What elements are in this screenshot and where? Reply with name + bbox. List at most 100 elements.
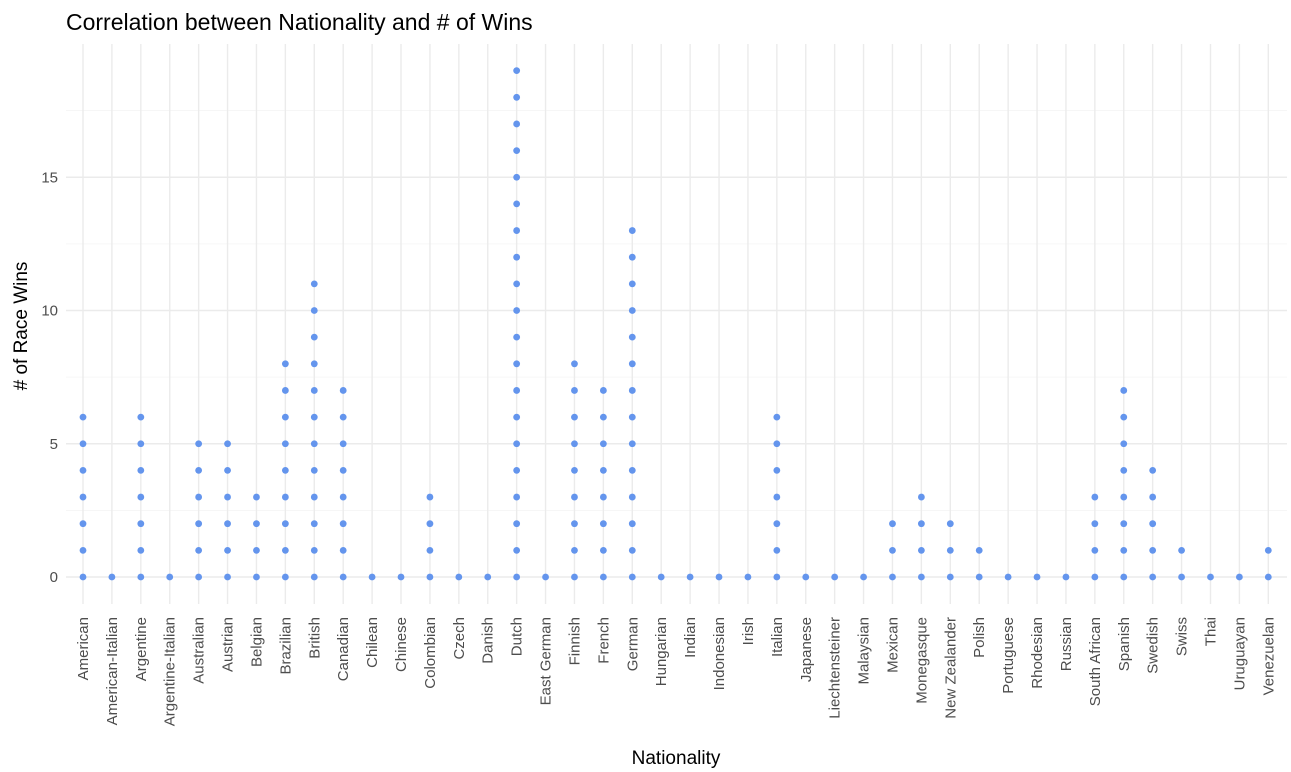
data-point [426,520,434,528]
data-point [310,280,318,288]
data-point [455,573,463,581]
data-point [628,413,636,421]
data-point [917,493,925,501]
data-point [1264,546,1272,554]
data-point [513,200,521,208]
data-point [628,520,636,528]
x-tick-label: Chinese [393,617,410,672]
x-tick-label: Swedish [1145,617,1162,674]
data-point [195,546,203,554]
y-axis-ticks: 0 5 10 15 [41,169,58,586]
data-point [368,573,376,581]
data-point [917,573,925,581]
data-point [571,360,578,368]
x-tick-label: Dutch [509,617,526,656]
data-point [599,440,607,448]
data-point [224,520,231,528]
data-point [281,413,289,421]
data-point [917,520,925,528]
y-axis-title: # of Race Wins [11,262,32,391]
data-point [281,546,289,554]
x-tick-label: Indian [682,617,699,658]
data-point [195,493,203,501]
data-point [773,573,781,581]
data-point [773,493,781,501]
x-tick-label: Belgian [248,617,265,667]
data-point [744,573,752,581]
data-point [310,520,318,528]
x-tick-label: Australian [191,617,208,684]
data-point [715,573,723,581]
x-tick-label: Danish [480,617,497,664]
points-layer [79,67,1272,581]
data-point [599,467,607,474]
x-tick-label: Mexican [884,617,901,673]
data-point [1120,493,1128,501]
data-point [310,467,318,474]
data-point [657,573,665,581]
data-point [484,573,492,581]
data-point [686,573,694,581]
data-point [137,440,145,448]
data-point [513,173,521,181]
data-point [599,520,607,528]
data-point [281,440,289,448]
data-point [571,573,578,581]
x-tick-label: East German [538,617,555,705]
x-tick-label: Canadian [335,617,352,681]
x-tick-label: Rhodesian [1029,617,1046,689]
data-point [513,493,521,501]
data-point [628,573,636,581]
data-point [281,573,289,581]
data-point [599,573,607,581]
data-point [513,93,521,101]
x-tick-label: Austrian [220,617,237,672]
data-point [281,493,289,501]
x-tick-label: Thai [1202,617,1219,646]
data-point [426,546,434,554]
data-point [513,253,521,261]
data-point [773,546,781,554]
x-tick-label: Uruguayan [1231,617,1248,690]
data-point [628,307,636,314]
data-point [79,520,87,528]
data-point [1178,546,1185,554]
data-point [1120,573,1128,581]
data-point [1236,573,1243,581]
x-tick-label: Japanese [798,617,815,682]
data-point [108,573,116,581]
data-point [773,467,781,474]
data-point [137,573,145,581]
data-point [513,387,521,394]
data-point [310,333,318,341]
data-point [628,227,636,234]
data-point [195,520,203,528]
data-point [513,520,521,528]
data-point [831,573,839,581]
y-tick-label: 15 [41,169,58,186]
data-point [599,387,607,394]
data-point [1062,573,1070,581]
data-point [1178,573,1185,581]
data-point [426,573,434,581]
data-point [1091,520,1099,528]
data-point [79,467,87,474]
data-point [571,520,578,528]
data-point [946,546,954,554]
x-tick-label: Portuguese [1000,617,1017,694]
x-tick-label: South African [1087,617,1104,706]
data-point [339,520,347,528]
data-point [426,493,434,501]
grid [66,44,1287,604]
data-point [571,467,578,474]
data-point [975,546,983,554]
data-point [1120,546,1128,554]
data-point [571,440,578,448]
data-point [1120,413,1128,421]
data-point [802,573,810,581]
data-point [195,573,203,581]
data-point [281,467,289,474]
x-tick-label: Monegasque [913,617,930,704]
data-point [889,573,896,581]
data-point [917,546,925,554]
